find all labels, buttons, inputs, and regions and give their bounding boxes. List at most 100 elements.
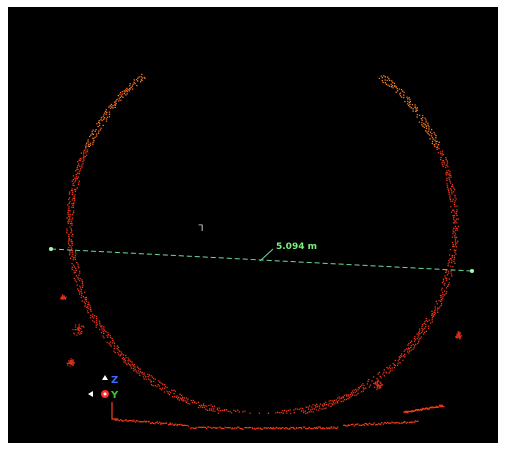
scatter-point [68,359,70,362]
lining-point [86,151,89,153]
point-cloud-scene[interactable]: 5.094 m Z Y [8,7,498,443]
lining-point [435,137,437,139]
lining-point [352,394,354,396]
floor-point [421,407,424,409]
lining-point [127,362,129,364]
floor-point [387,421,389,423]
lining-point [168,394,171,396]
floor-point [132,419,135,421]
lining-point [428,319,430,321]
lining-point [85,300,88,302]
lining-point [448,282,450,284]
lining-point [106,111,108,114]
lining-point [89,305,91,307]
lining-point [101,327,103,329]
floor-point [440,406,442,408]
lining-point [100,326,102,328]
scatter-point [81,331,83,333]
floor-point [285,427,287,429]
lining-point [322,405,324,407]
lining-point [357,389,359,391]
lining-point [74,255,76,257]
lining-point [418,121,420,123]
lining-point [439,294,442,296]
lining-point [432,138,434,140]
lining-point [366,383,368,385]
lining-point [392,362,394,365]
point-cloud-viewport[interactable]: 5.094 m Z Y ᒣ [8,7,498,443]
lining-point [132,83,134,85]
floor-point [355,424,357,426]
lining-point [95,324,97,326]
floor-point [417,420,419,422]
lining-point [420,118,422,120]
scatter-point [78,327,80,329]
lining-point [450,189,453,191]
scatter-point [77,327,80,329]
lining-point [408,347,410,349]
lining-point [447,188,449,190]
lining-point [456,205,458,207]
floor-point [173,424,176,426]
lining-point [311,408,313,410]
scatter-point [64,298,66,300]
lining-point [392,81,394,84]
lining-point [453,222,455,224]
lining-point [84,305,86,307]
lining-point [452,198,454,200]
lining-point [362,387,364,389]
lining-point [149,379,151,381]
lining-point [93,138,95,140]
lining-point [140,81,142,83]
floor-point [403,421,405,423]
lining-point [88,303,90,305]
lining-point [314,404,316,406]
measurement-endpoint-left[interactable] [49,247,53,251]
lining-point [82,160,84,163]
lining-point [428,128,430,130]
scatter-point [69,365,71,367]
floor-point [240,427,242,430]
lining-point [75,174,77,176]
lining-point [286,410,288,412]
floor-point [279,427,281,429]
axis-gizmo[interactable]: Z Y [88,375,119,401]
lining-point [70,257,72,259]
floor-point [282,427,284,429]
lining-point [79,293,81,295]
lining-point [77,183,80,186]
lining-point [312,404,314,406]
lining-point [150,381,152,383]
lining-point [89,306,92,309]
lining-point [323,403,325,405]
scatter-point [376,389,378,391]
lining-point [436,309,438,311]
floor-point [127,420,129,422]
lining-point [97,121,100,124]
floor-point [289,428,291,430]
scatter-point [62,298,65,300]
lining-point [110,336,112,339]
lining-point [335,399,338,401]
lining-point [92,129,94,131]
lining-point [336,401,338,403]
lining-point [218,410,220,412]
lining-point [440,298,442,301]
scatter-point [62,297,64,299]
lining-point [73,266,75,268]
lining-point [311,406,313,408]
lining-point [437,152,440,154]
lining-point [428,134,431,136]
lining-point [85,296,87,299]
lining-point [174,396,176,398]
lining-point [354,391,356,393]
lining-point [171,389,173,391]
distance-measurement[interactable]: 5.094 m [49,242,474,273]
lining-point [133,79,135,81]
lining-point [448,193,450,196]
lining-point [134,83,136,85]
floor-point [424,408,426,410]
lining-point [449,258,451,260]
measurement-endpoint-right[interactable] [470,269,474,273]
lining-point [444,282,446,285]
